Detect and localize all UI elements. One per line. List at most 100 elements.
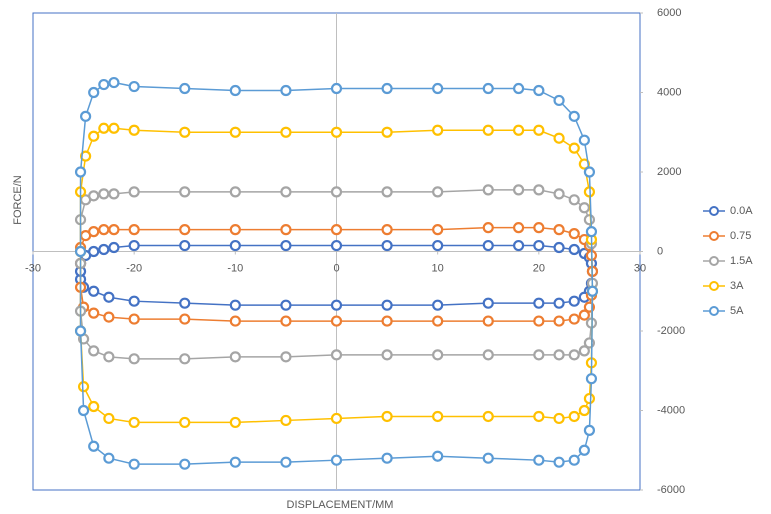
data-point — [98, 78, 110, 91]
data-point — [74, 325, 87, 337]
data-point — [482, 239, 494, 252]
data-point — [128, 295, 140, 307]
data-point — [432, 410, 444, 423]
data-point — [432, 82, 444, 95]
data-point — [280, 315, 292, 327]
data-point — [128, 186, 140, 198]
data-point — [568, 410, 580, 423]
data-point — [330, 412, 343, 425]
data-point — [553, 241, 565, 254]
legend-marker — [709, 281, 719, 291]
data-point — [280, 84, 292, 97]
data-point — [88, 130, 100, 142]
data-point — [381, 82, 393, 95]
data-point — [229, 315, 241, 327]
legend-label: 0.0A — [730, 205, 753, 217]
x-tick-label: 20 — [533, 262, 545, 274]
data-point — [381, 224, 393, 236]
data-point — [578, 309, 590, 321]
legend-marker — [709, 231, 719, 241]
data-point — [88, 86, 100, 99]
y-tick-label: 6000 — [657, 7, 681, 19]
data-point — [280, 351, 292, 363]
data-point — [432, 349, 444, 361]
legend-label: 3A — [730, 280, 744, 292]
data-point — [128, 239, 140, 252]
data-point — [330, 224, 343, 236]
data-point — [482, 124, 494, 136]
data-point — [88, 245, 100, 258]
data-point — [88, 345, 100, 357]
data-point — [103, 351, 115, 363]
data-point — [482, 222, 494, 234]
data-point — [98, 122, 110, 134]
data-point — [553, 188, 565, 200]
data-point — [280, 456, 292, 468]
data-point — [98, 188, 110, 200]
data-point — [586, 285, 599, 297]
data-point — [98, 243, 110, 256]
x-tick-label: -10 — [227, 262, 243, 274]
data-point — [568, 142, 580, 154]
data-point — [77, 404, 90, 417]
data-point — [482, 82, 494, 95]
data-point — [229, 84, 241, 97]
data-point — [88, 307, 100, 319]
data-point — [128, 458, 140, 470]
data-point — [432, 124, 444, 136]
data-point — [432, 450, 444, 462]
data-point — [553, 456, 565, 468]
data-point — [229, 126, 241, 138]
data-point — [179, 186, 191, 198]
data-point — [482, 349, 494, 361]
data-point — [381, 410, 393, 423]
data-point — [330, 186, 343, 198]
data-point — [553, 349, 565, 361]
data-point — [432, 299, 444, 311]
data-point — [128, 224, 140, 236]
data-point — [179, 297, 191, 309]
data-point — [280, 186, 292, 198]
data-point — [330, 126, 343, 138]
data-point — [108, 76, 120, 89]
data-point — [103, 291, 115, 303]
data-point — [583, 424, 596, 436]
data-point — [108, 224, 120, 236]
data-point — [128, 124, 140, 136]
data-point — [533, 239, 545, 252]
data-point — [330, 349, 343, 361]
data-point — [179, 313, 191, 325]
data-point — [578, 444, 590, 456]
data-point — [512, 124, 525, 136]
data-point — [568, 295, 580, 307]
data-point — [533, 454, 545, 466]
data-point — [179, 239, 191, 252]
data-point — [229, 224, 241, 236]
data-point — [103, 452, 115, 464]
data-point — [80, 150, 92, 162]
data-point — [88, 440, 100, 452]
data-point — [108, 241, 120, 254]
data-point — [578, 404, 590, 417]
data-point — [74, 166, 87, 178]
data-point — [578, 202, 590, 214]
y-tick-label: -6000 — [657, 484, 685, 496]
data-point — [585, 373, 598, 385]
y-tick-label: 2000 — [657, 166, 681, 178]
data-point — [568, 194, 580, 206]
data-point — [280, 414, 292, 427]
data-point — [80, 110, 92, 122]
data-point — [381, 126, 393, 138]
y-tick-label: -4000 — [657, 404, 685, 416]
data-point — [280, 126, 292, 138]
y-tick-label: 0 — [657, 245, 663, 257]
data-point — [583, 392, 596, 405]
data-point — [512, 222, 525, 234]
data-point — [533, 315, 545, 327]
data-point — [432, 239, 444, 252]
data-point — [108, 188, 120, 200]
data-point — [330, 454, 343, 466]
data-point — [568, 313, 580, 325]
data-point — [88, 400, 100, 413]
